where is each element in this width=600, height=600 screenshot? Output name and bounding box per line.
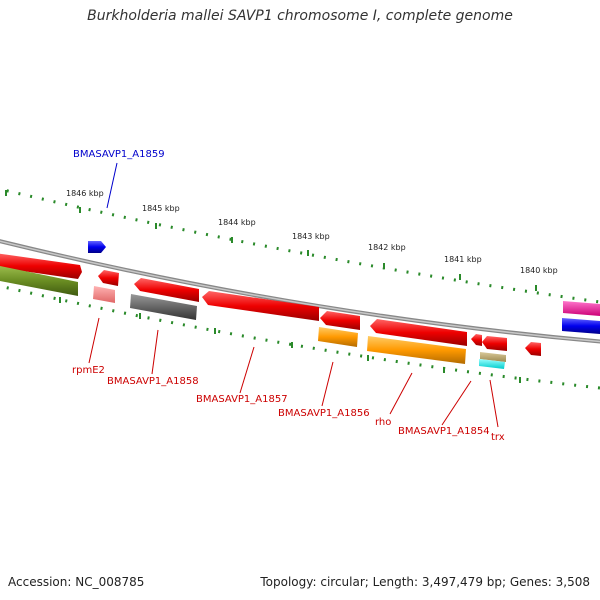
label-leader — [321, 361, 334, 407]
scale-label: 1840 kbp — [520, 266, 558, 275]
label-leader — [151, 329, 159, 375]
scale-label: 1843 kbp — [292, 232, 330, 241]
label-leader — [389, 372, 413, 415]
label-leader — [106, 162, 118, 209]
gene-feature-BMASAVP1_A1857[interactable] — [202, 291, 319, 321]
label-leader — [239, 346, 255, 394]
gene-label-BMASAVP1_A1858[interactable]: BMASAVP1_A1858 — [107, 376, 199, 387]
accession-text: Accession: NC_008785 — [8, 575, 145, 589]
gene-feature-tan[interactable] — [480, 352, 506, 362]
gene-label-rho[interactable]: rho — [375, 417, 391, 428]
label-leader — [88, 317, 100, 364]
gene-feature-olive[interactable] — [0, 265, 78, 296]
gene-feature-rho[interactable] — [370, 319, 467, 346]
gene-feature-red-right[interactable] — [525, 342, 541, 356]
scale-label: 1841 kbp — [444, 255, 482, 264]
gene-feature-pink[interactable] — [93, 286, 115, 303]
gene-label-BMASAVP1_A1854[interactable]: BMASAVP1_A1854 — [398, 426, 490, 437]
inner-major-ticks — [59, 297, 521, 383]
gene-feature-orange-rho[interactable] — [367, 336, 466, 364]
gene-feature-trx[interactable] — [482, 336, 507, 351]
gene-feature-red-left[interactable] — [0, 253, 82, 279]
gene-feature-orange-1856[interactable] — [318, 327, 358, 347]
gene-feature-rpmE2[interactable] — [98, 270, 119, 286]
genome-backbone — [0, 239, 600, 344]
map-title: Burkholderia mallei SAVP1 chromosome I, … — [87, 8, 513, 24]
gene-label-BMASAVP1_A1859[interactable]: BMASAVP1_A1859 — [73, 149, 165, 160]
gene-feature-magenta[interactable] — [563, 301, 600, 316]
scale-label: 1845 kbp — [142, 204, 180, 213]
gene-feature-gray[interactable] — [130, 294, 197, 320]
gene-feature-BMASAVP1_A1858[interactable] — [134, 278, 199, 302]
scale-label: 1844 kbp — [218, 218, 256, 227]
topology-text: Topology: circular; Length: 3,497,479 bp… — [260, 575, 590, 589]
outer-major-ticks — [5, 190, 537, 291]
gene-feature-blue-right[interactable] — [562, 318, 600, 334]
gene-feature-cyan[interactable] — [479, 359, 505, 369]
gene-label-rpmE2[interactable]: rpmE2 — [72, 365, 105, 376]
gene-label-BMASAVP1_A1857[interactable]: BMASAVP1_A1857 — [196, 394, 288, 405]
scale-label: 1846 kbp — [66, 189, 104, 198]
scale-label: 1842 kbp — [368, 243, 406, 252]
inner-tick-ring — [0, 284, 600, 390]
gene-label-trx[interactable]: trx — [491, 432, 505, 443]
label-leader — [441, 380, 472, 426]
gene-feature-BMASAVP1_A1854[interactable] — [471, 334, 482, 346]
label-leader — [489, 379, 499, 428]
gene-label-BMASAVP1_A1856[interactable]: BMASAVP1_A1856 — [278, 408, 370, 419]
gene-feature-BMASAVP1_A1856[interactable] — [320, 311, 360, 330]
gene-BMASAVP1_A1859-feature[interactable] — [88, 241, 106, 253]
